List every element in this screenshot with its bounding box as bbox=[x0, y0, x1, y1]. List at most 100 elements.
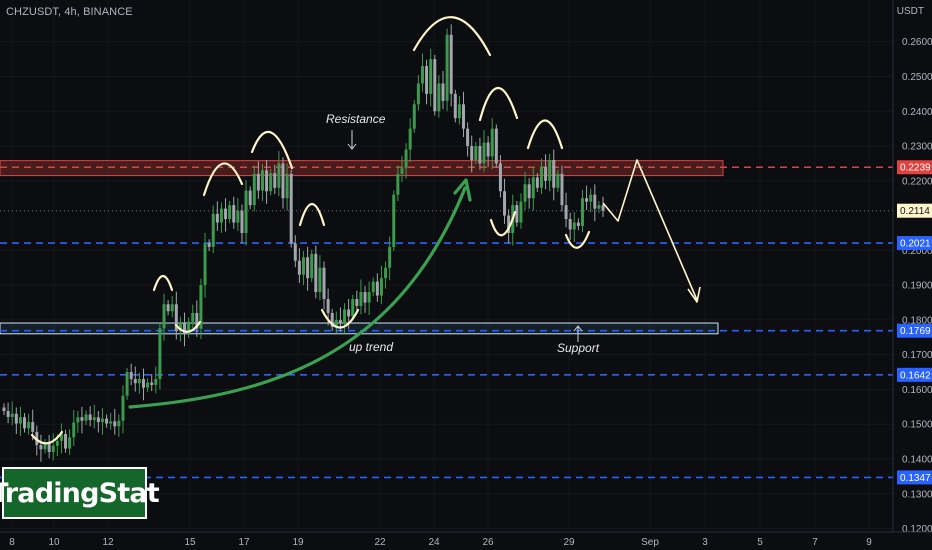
candle-body bbox=[302, 257, 305, 275]
candle-body bbox=[47, 443, 51, 453]
price-label: 0.2021 bbox=[900, 239, 931, 250]
price-labels: 0.2239 0.2114 0.2021 0.1769 0.1642 0.1347 bbox=[897, 160, 932, 485]
candle-body bbox=[441, 83, 445, 101]
candle-body bbox=[170, 304, 174, 312]
uptrend-arrowhead bbox=[453, 178, 472, 202]
candle-body bbox=[125, 372, 129, 396]
candle-body bbox=[420, 66, 424, 84]
top-marker bbox=[298, 203, 326, 227]
drawings bbox=[30, 16, 701, 445]
candle-body bbox=[224, 208, 228, 220]
candle-body bbox=[68, 437, 72, 449]
candle-body bbox=[252, 173, 256, 206]
candle-body bbox=[310, 253, 314, 279]
candle-body bbox=[76, 417, 80, 423]
support-annotation: Support bbox=[557, 341, 600, 355]
x-tick-label: 3 bbox=[702, 537, 708, 548]
candle-body bbox=[14, 413, 18, 424]
candle-body bbox=[429, 59, 433, 94]
candle-body bbox=[166, 304, 170, 312]
y-tick-label: 0.2200 bbox=[902, 176, 932, 187]
x-tick-label: 8 bbox=[9, 537, 15, 548]
candle-body bbox=[457, 104, 461, 119]
y-tick-label: 0.1400 bbox=[902, 454, 932, 465]
candle-body bbox=[494, 128, 498, 164]
y-tick-label: 0.1600 bbox=[902, 385, 932, 396]
candle-body bbox=[183, 323, 187, 334]
time-axis[interactable]: 8 10 12 15 17 19 22 24 26 29 Sep 3 5 7 9 bbox=[0, 531, 932, 548]
x-tick-label: 19 bbox=[292, 537, 304, 548]
top-marker bbox=[478, 86, 519, 122]
candle-body bbox=[64, 433, 68, 449]
candle-body bbox=[437, 83, 441, 112]
y-tick-label: 0.2300 bbox=[902, 142, 932, 153]
candle-body bbox=[228, 205, 232, 220]
candle-body bbox=[326, 299, 330, 313]
price-label: 0.1347 bbox=[900, 473, 931, 484]
resistance-zone bbox=[0, 160, 724, 177]
candle-body bbox=[318, 267, 322, 293]
candle-body bbox=[117, 420, 121, 427]
candle-body bbox=[462, 104, 466, 129]
candle-body bbox=[297, 260, 301, 275]
x-tick-label: 22 bbox=[374, 537, 386, 548]
y-tick-label: 0.1900 bbox=[902, 281, 932, 292]
price-label: 0.2114 bbox=[900, 206, 930, 217]
candle-body bbox=[585, 198, 589, 202]
projection-path bbox=[602, 159, 698, 301]
annotations: Resistance up trend Support bbox=[326, 112, 600, 355]
candle-body bbox=[133, 379, 137, 384]
candle-body bbox=[322, 267, 326, 300]
candle-body bbox=[199, 285, 203, 329]
uptrend-annotation: up trend bbox=[349, 340, 393, 354]
candle-body bbox=[150, 382, 154, 385]
candle-body bbox=[601, 205, 605, 211]
candle-body bbox=[548, 159, 552, 181]
candle-body bbox=[466, 128, 470, 147]
candle-body bbox=[404, 149, 408, 169]
candle-body bbox=[531, 177, 535, 199]
price-axis[interactable]: 0.1200 0.1300 0.1400 0.1500 0.1600 0.1700 0.18… bbox=[892, 0, 932, 535]
candle-body bbox=[23, 417, 27, 429]
candle-body bbox=[113, 421, 117, 427]
price-label-box bbox=[897, 236, 932, 251]
candle-body bbox=[576, 222, 580, 227]
candle-body bbox=[244, 190, 248, 233]
candle-body bbox=[560, 173, 564, 206]
x-tick-label: 29 bbox=[563, 537, 575, 548]
price-label: 0.1642 bbox=[900, 370, 931, 381]
candle-body bbox=[379, 278, 383, 296]
candle-body bbox=[519, 201, 523, 223]
candle-body bbox=[273, 173, 277, 188]
candle-body bbox=[445, 34, 449, 101]
candle-body bbox=[211, 213, 215, 247]
candle-body bbox=[597, 205, 601, 209]
candle-body bbox=[256, 173, 260, 191]
candle-body bbox=[6, 410, 10, 417]
bottom-marker bbox=[174, 320, 202, 333]
candle-body bbox=[137, 379, 141, 384]
candle-body bbox=[523, 184, 527, 202]
brand-logo: TradingStat bbox=[0, 467, 160, 519]
candle-body bbox=[10, 413, 14, 417]
candle-body bbox=[503, 191, 507, 216]
candle-body bbox=[260, 170, 264, 191]
price-label-box bbox=[897, 323, 932, 338]
candle-body bbox=[593, 194, 597, 209]
candle-body bbox=[568, 219, 572, 230]
candle-body bbox=[359, 292, 363, 306]
candle-body bbox=[92, 417, 96, 421]
candle-body bbox=[31, 422, 35, 432]
candle-body bbox=[100, 418, 104, 423]
candle-body bbox=[580, 198, 584, 227]
candle-body bbox=[564, 205, 568, 220]
price-label-box bbox=[897, 203, 932, 218]
candle-body bbox=[55, 440, 59, 446]
candle-body bbox=[207, 243, 211, 247]
candle-body bbox=[486, 142, 490, 157]
top-marker bbox=[250, 130, 294, 170]
candle-body bbox=[191, 312, 195, 322]
candle-body bbox=[158, 328, 162, 380]
candle-body bbox=[478, 146, 482, 164]
